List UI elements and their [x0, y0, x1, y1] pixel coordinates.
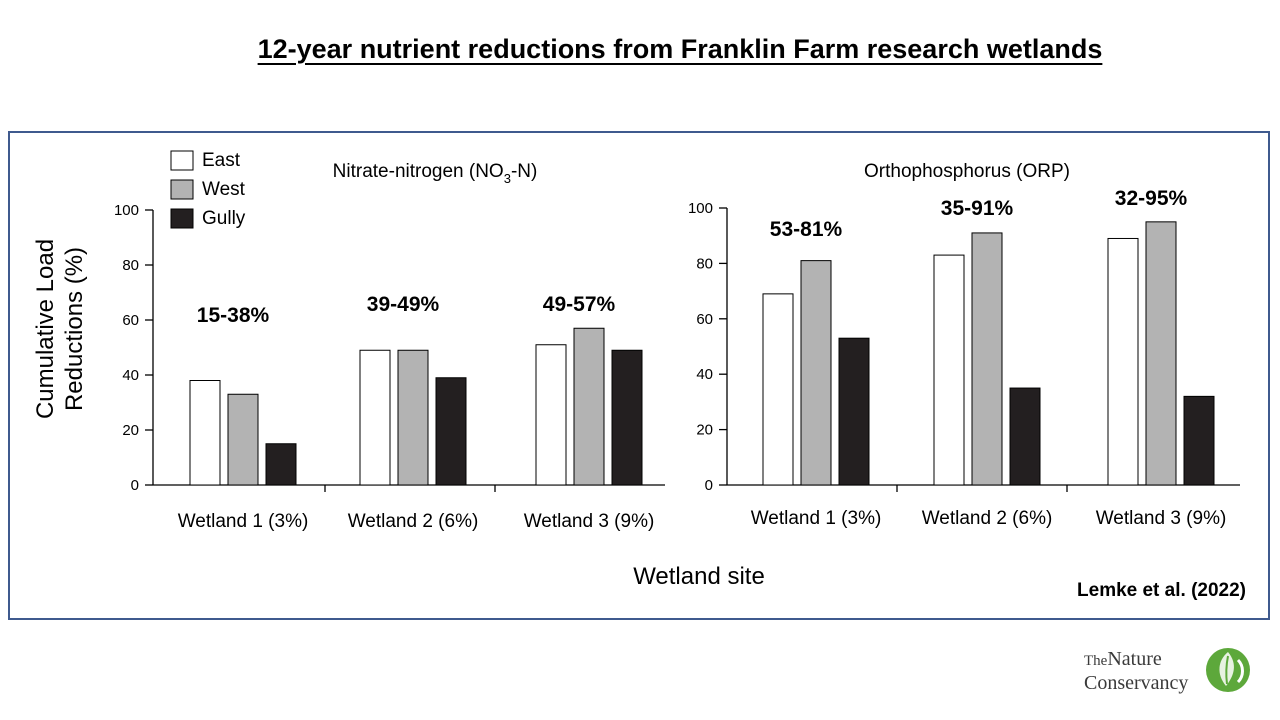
range-annotation: 53-81% — [770, 218, 843, 241]
legend-label: West — [202, 179, 246, 200]
slide-title: 12-year nutrient reductions from Frankli… — [257, 34, 1103, 64]
category-label: Wetland 1 (3%) — [178, 511, 309, 532]
bar-gully — [611, 349, 643, 486]
logo-text: TheNature Conservancy — [1084, 648, 1188, 694]
y-tick-label: 40 — [122, 367, 139, 384]
bar-west — [800, 260, 832, 486]
bar-east — [933, 254, 965, 486]
leaf-globe-icon — [1206, 648, 1250, 692]
logo-nature: Nature — [1107, 648, 1162, 670]
logo-conservancy: Conservancy — [1084, 672, 1189, 694]
legend-swatch-west — [170, 179, 194, 200]
legend-swatch-east — [170, 150, 194, 171]
bar-gully — [1009, 387, 1041, 486]
legend-swatch-gully — [170, 208, 194, 229]
bar-east — [762, 293, 794, 486]
nature-conservancy-logo: TheNature Conservancy — [1084, 646, 1254, 702]
bar-east — [1107, 237, 1139, 486]
bar-west — [573, 327, 605, 486]
bar-east — [535, 344, 567, 486]
logo-the: The — [1084, 653, 1108, 669]
bar-gully — [838, 337, 870, 486]
panel-title: Nitrate-nitrogen (NO3-N) — [333, 161, 538, 186]
bar-east — [189, 380, 221, 486]
legend-label: Gully — [202, 208, 246, 229]
figure-frame — [8, 131, 1270, 620]
bar-west — [1145, 221, 1177, 486]
range-annotation: 49-57% — [543, 293, 616, 316]
y-tick-label: 20 — [122, 422, 139, 439]
y-tick-label: 0 — [131, 477, 139, 494]
y-tick-label: 60 — [696, 311, 713, 328]
y-axis-label: Cumulative Load — [32, 239, 59, 419]
x-axis-label: Wetland site — [633, 563, 765, 590]
category-label: Wetland 2 (6%) — [348, 511, 479, 532]
y-tick-label: 80 — [122, 257, 139, 274]
bar-west — [971, 232, 1003, 486]
legend-label: East — [202, 150, 241, 171]
citation: Lemke et al. (2022) — [1077, 580, 1246, 601]
bar-gully — [435, 377, 467, 486]
bar-gully — [265, 443, 297, 486]
bar-gully — [1183, 395, 1215, 486]
range-annotation: 32-95% — [1115, 187, 1188, 210]
y-tick-label: 20 — [696, 422, 713, 439]
y-tick-label: 0 — [705, 477, 713, 494]
range-annotation: 35-91% — [941, 197, 1014, 220]
y-tick-label: 100 — [688, 200, 713, 217]
range-annotation: 39-49% — [367, 293, 440, 316]
y-tick-label: 100 — [114, 202, 139, 219]
category-label: Wetland 1 (3%) — [751, 508, 882, 529]
y-tick-label: 60 — [122, 312, 139, 329]
range-annotation: 15-38% — [197, 304, 270, 327]
bar-west — [227, 393, 259, 486]
category-label: Wetland 3 (9%) — [524, 511, 655, 532]
bar-west — [397, 349, 429, 486]
bar-east — [359, 349, 391, 486]
category-label: Wetland 3 (9%) — [1096, 508, 1227, 529]
panel-title: Orthophosphorus (ORP) — [864, 161, 1070, 182]
y-tick-label: 40 — [696, 366, 713, 383]
y-axis-label: Reductions (%) — [61, 247, 88, 411]
category-label: Wetland 2 (6%) — [922, 508, 1053, 529]
y-tick-label: 80 — [696, 255, 713, 272]
